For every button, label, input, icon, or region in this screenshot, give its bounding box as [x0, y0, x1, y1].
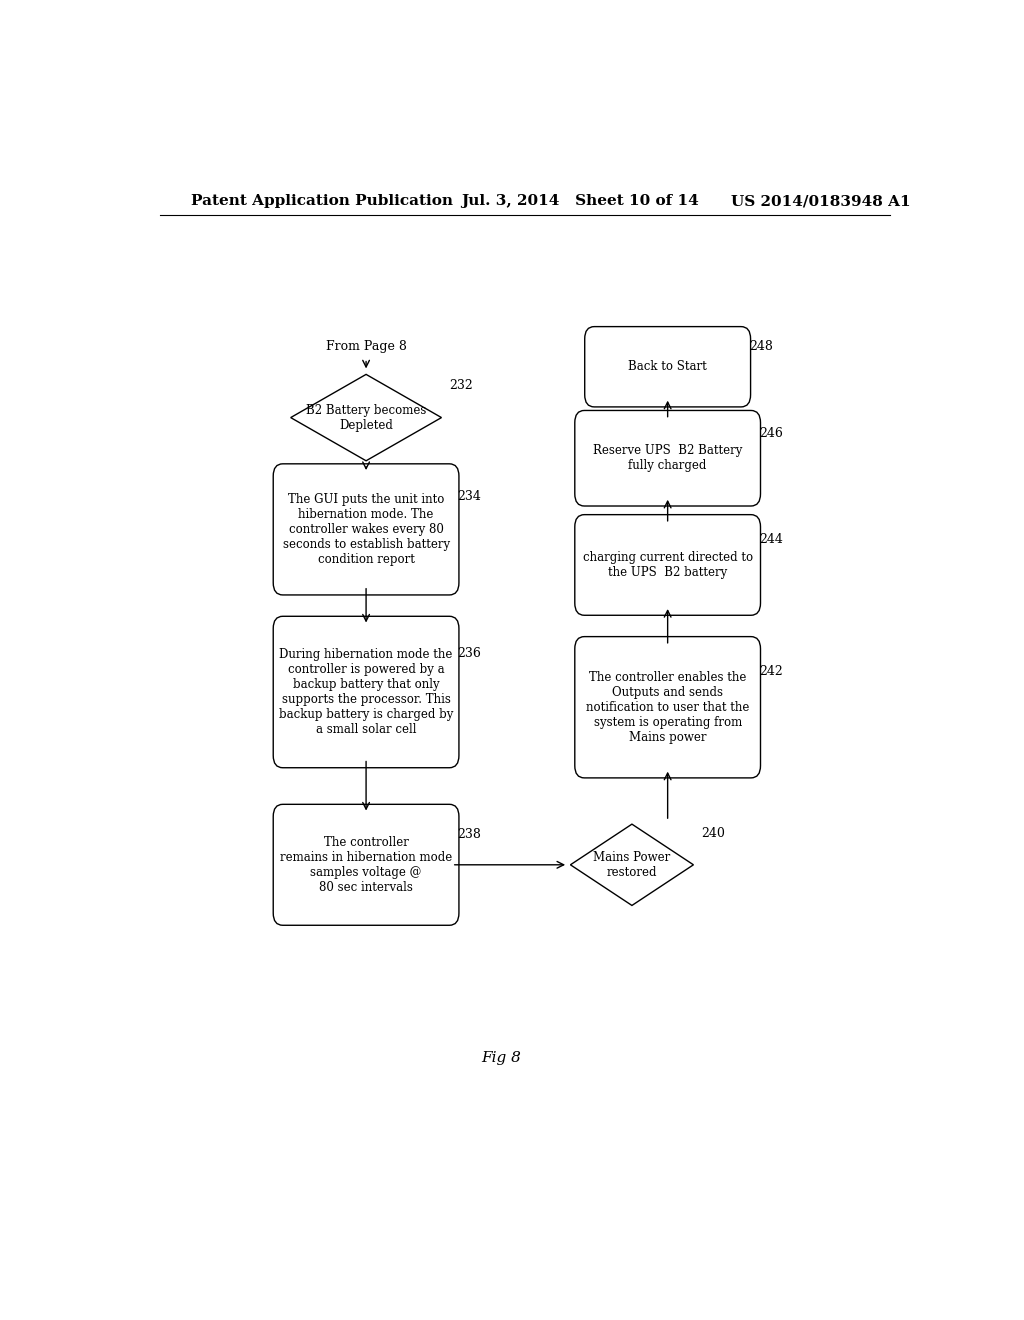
Text: Mains Power
restored: Mains Power restored	[593, 851, 671, 879]
Text: 238: 238	[458, 828, 481, 841]
FancyBboxPatch shape	[574, 636, 761, 777]
Text: 242: 242	[759, 665, 782, 678]
Text: 232: 232	[450, 379, 473, 392]
Text: During hibernation mode the
controller is powered by a
backup battery that only
: During hibernation mode the controller i…	[279, 648, 454, 737]
Text: 246: 246	[759, 428, 782, 441]
Text: The controller
remains in hibernation mode
samples voltage @
80 sec intervals: The controller remains in hibernation mo…	[280, 836, 453, 894]
Text: B2 Battery becomes
Depleted: B2 Battery becomes Depleted	[306, 404, 426, 432]
Text: 240: 240	[701, 828, 725, 841]
FancyBboxPatch shape	[585, 326, 751, 407]
Text: 234: 234	[458, 490, 481, 503]
Text: The controller enables the
Outputs and sends
notification to user that the
syste: The controller enables the Outputs and s…	[586, 671, 750, 743]
Text: charging current directed to
the UPS  B2 battery: charging current directed to the UPS B2 …	[583, 550, 753, 579]
FancyBboxPatch shape	[574, 515, 761, 615]
FancyBboxPatch shape	[574, 411, 761, 506]
Text: US 2014/0183948 A1: US 2014/0183948 A1	[731, 194, 910, 209]
Text: 248: 248	[749, 339, 773, 352]
Text: Back to Start: Back to Start	[629, 360, 707, 374]
Text: Patent Application Publication: Patent Application Publication	[191, 194, 454, 209]
Text: From Page 8: From Page 8	[326, 341, 407, 352]
Text: 236: 236	[458, 647, 481, 660]
Polygon shape	[291, 375, 441, 461]
Text: 244: 244	[759, 533, 782, 546]
FancyBboxPatch shape	[273, 804, 459, 925]
Text: The GUI puts the unit into
hibernation mode. The
controller wakes every 80
secon: The GUI puts the unit into hibernation m…	[283, 492, 450, 566]
FancyBboxPatch shape	[273, 463, 459, 595]
Text: Jul. 3, 2014   Sheet 10 of 14: Jul. 3, 2014 Sheet 10 of 14	[461, 194, 699, 209]
FancyBboxPatch shape	[273, 616, 459, 768]
Text: Fig 8: Fig 8	[481, 1051, 521, 1065]
Polygon shape	[570, 824, 693, 906]
Text: Reserve UPS  B2 Battery
fully charged: Reserve UPS B2 Battery fully charged	[593, 445, 742, 473]
